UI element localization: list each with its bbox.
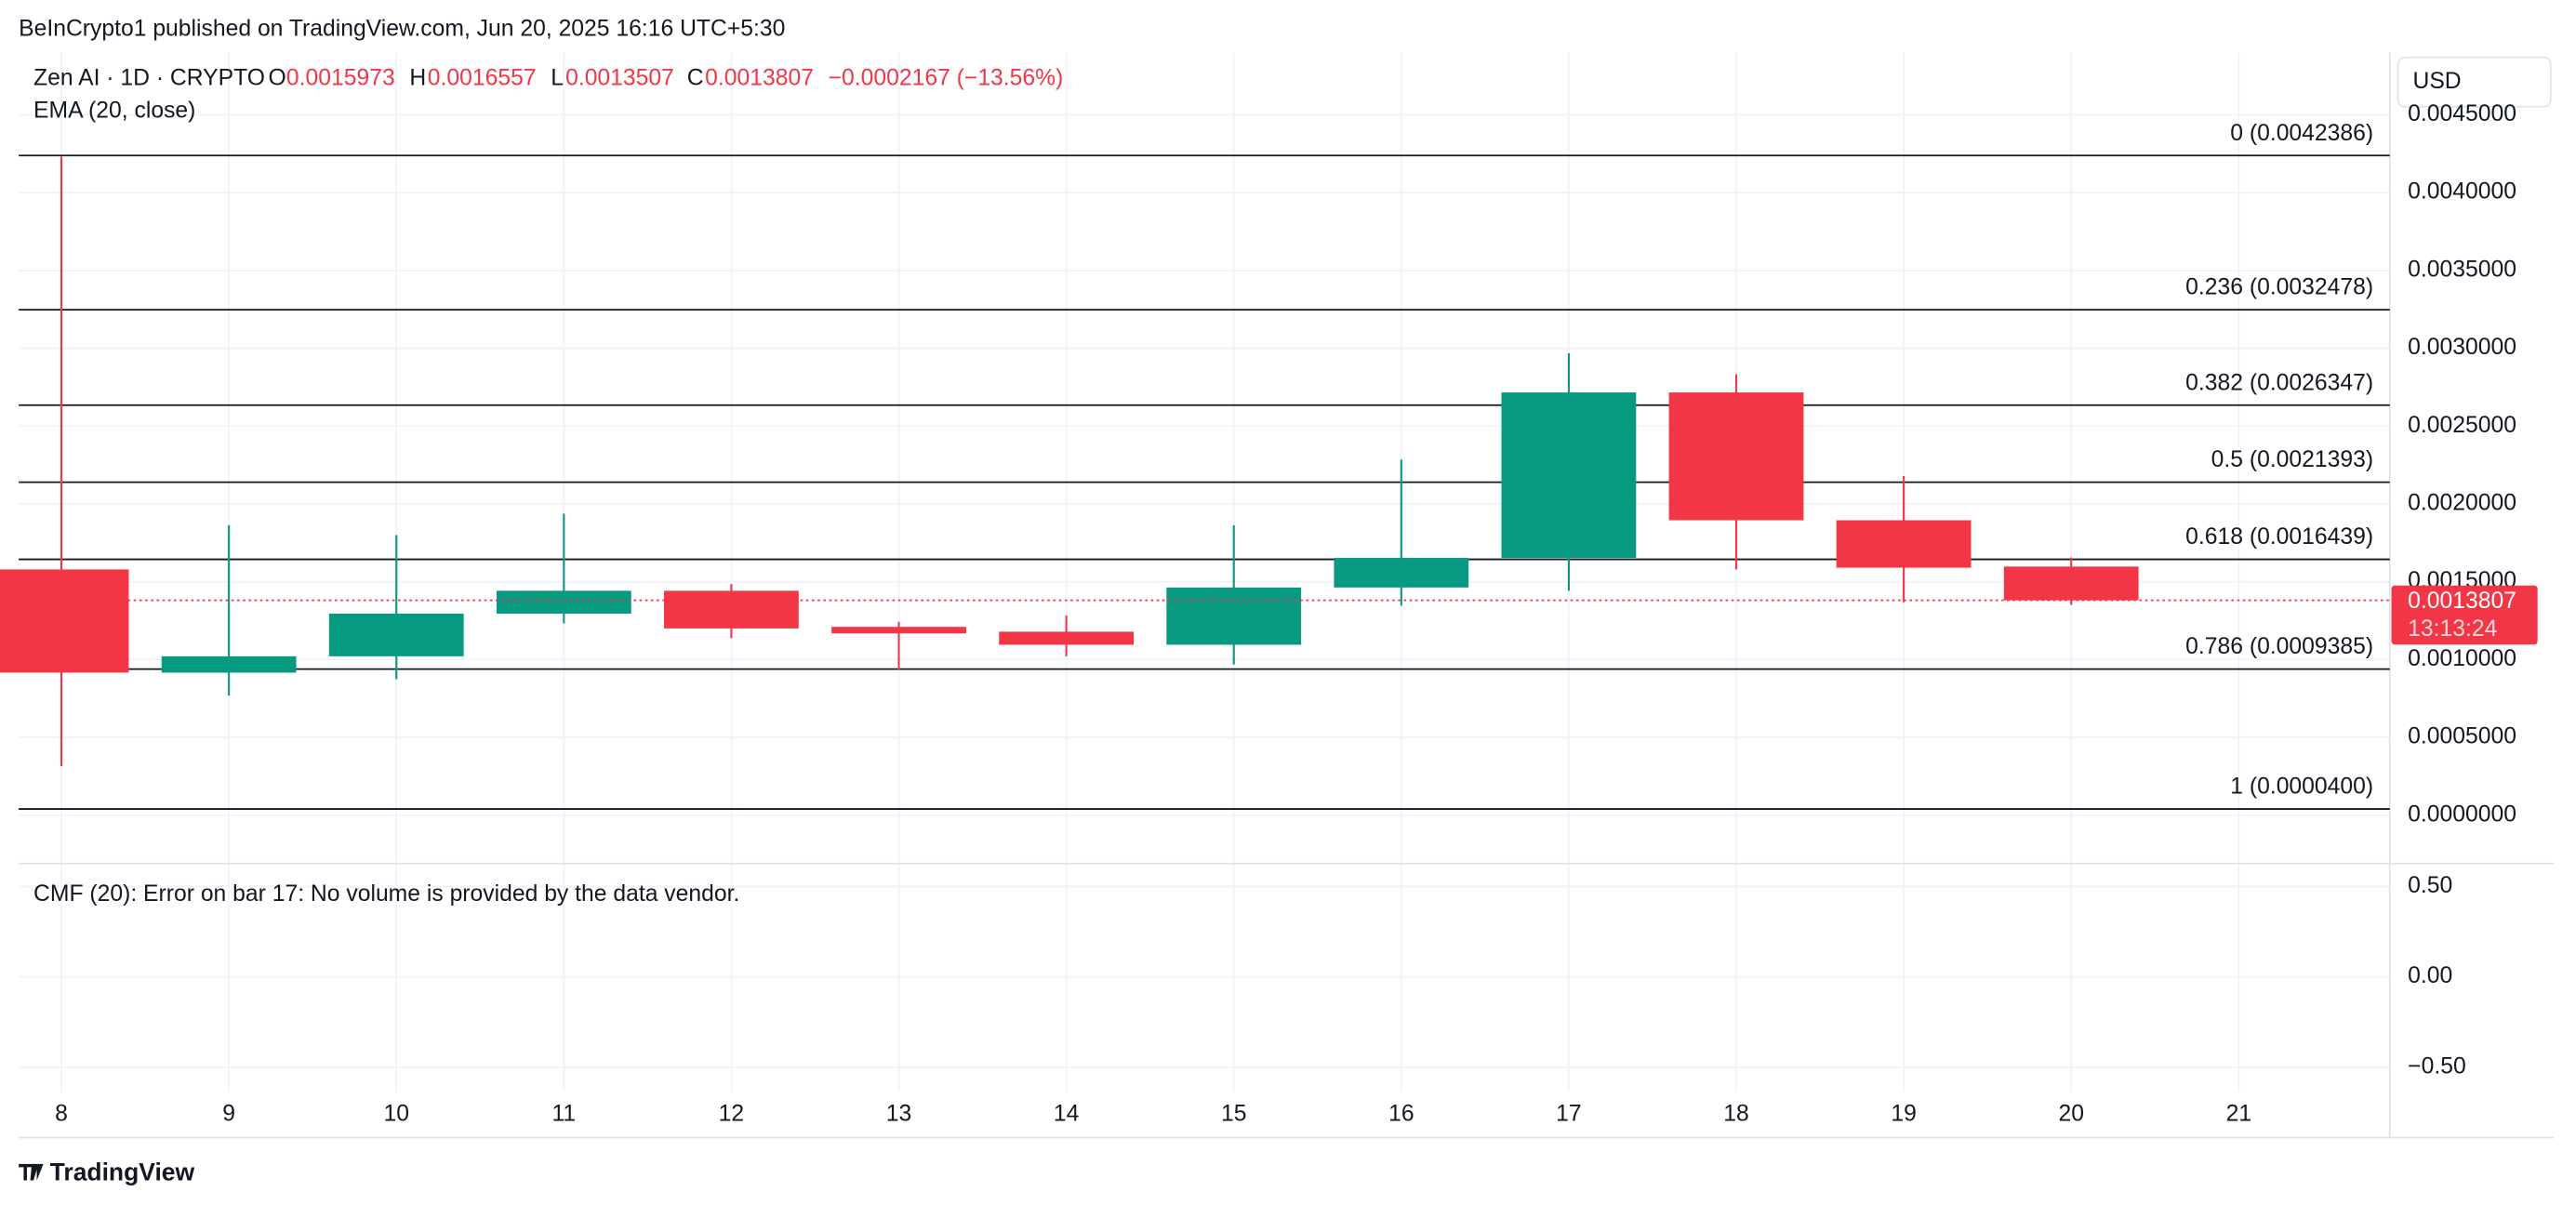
candle-body [328, 613, 464, 656]
fib-label: 0.236 (0.0032478) [2185, 275, 2373, 300]
fib-label: 0.618 (0.0016439) [2185, 524, 2373, 550]
x-tick-label: 14 [1054, 1101, 1080, 1126]
indicator-title: CMF (20): Error on bar 17: No volume is … [33, 881, 739, 907]
symbol: Zen AI · 1D · CRYPTO [33, 65, 265, 90]
candle-body [831, 627, 966, 634]
publisher: BeInCrypto1 published on TradingView.com… [19, 16, 785, 41]
candle-body [999, 631, 1135, 645]
y-tick-label: 0.0025000 [2408, 413, 2516, 438]
high-value: 0.0016557 [428, 65, 537, 90]
fib-label: 0.786 (0.0009385) [2185, 634, 2373, 659]
x-tick-label: 11 [552, 1101, 577, 1126]
o-label: O [269, 65, 286, 90]
x-tick-label: 19 [1891, 1101, 1916, 1126]
candle-body [496, 590, 631, 614]
x-tick-label: 15 [1221, 1101, 1246, 1126]
x-tick-label: 18 [1723, 1101, 1748, 1126]
currency[interactable]: USD [2412, 69, 2461, 94]
candle-body [2003, 566, 2139, 601]
price-tag-value: 0.0013807 [2408, 589, 2516, 614]
price-tag [2391, 585, 2538, 645]
x-tick-label: 12 [719, 1101, 744, 1126]
change: −0.0002167 (−13.56%) [829, 65, 1064, 90]
y-tick-label: 0.0035000 [2408, 257, 2516, 282]
candle-body [664, 590, 799, 629]
y-tick-label: 0.0020000 [2408, 490, 2516, 515]
y-tick-label: 0.0030000 [2408, 335, 2516, 360]
x-tick-label: 20 [2058, 1101, 2083, 1126]
y-tick-label: 0.00 [2408, 963, 2452, 988]
fib-label: 0 (0.0042386) [2230, 121, 2373, 146]
fib-label: 0.382 (0.0026347) [2185, 370, 2373, 395]
y-tick-label: 0.50 [2408, 873, 2452, 898]
open-value: 0.0015973 [286, 65, 395, 90]
y-tick-label: 0.0000000 [2408, 801, 2516, 827]
x-tick-label: 21 [2226, 1101, 2251, 1126]
candle-body [161, 655, 297, 673]
candle-body [1166, 587, 1302, 645]
indicator-label: EMA (20, close) [33, 99, 195, 124]
price-tag-countdown: 13:13:24 [2408, 616, 2497, 642]
brand: TradingView [50, 1158, 195, 1185]
low-value: 0.0013507 [565, 65, 674, 90]
x-tick-label: 13 [886, 1101, 911, 1126]
y-tick-label: −0.50 [2408, 1053, 2466, 1079]
x-tick-label: 8 [55, 1101, 68, 1126]
l-label: L [551, 65, 564, 90]
x-tick-label: 9 [222, 1101, 235, 1126]
candle-body [1501, 392, 1637, 559]
close-value: 0.0013807 [705, 65, 814, 90]
fib-label: 0.5 (0.0021393) [2211, 447, 2373, 472]
x-tick-label: 10 [384, 1101, 409, 1126]
fib-label: 1 (0.0000400) [2230, 775, 2373, 800]
x-tick-label: 16 [1388, 1101, 1414, 1126]
h-label: H [409, 65, 426, 90]
candle-body [1668, 392, 1804, 521]
currency-box[interactable] [2397, 56, 2552, 108]
x-tick-label: 17 [1556, 1101, 1581, 1126]
y-tick-label: 0.0045000 [2408, 101, 2516, 126]
candle-body [1836, 520, 1972, 568]
candle-body [1334, 558, 1469, 588]
y-tick-label: 0.0040000 [2408, 179, 2516, 205]
c-label: C [687, 65, 704, 90]
y-tick-label: 0.0005000 [2408, 724, 2516, 749]
y-tick-label: 0.0010000 [2408, 646, 2516, 671]
candle-body [0, 569, 129, 673]
brand-logo [19, 1163, 44, 1181]
